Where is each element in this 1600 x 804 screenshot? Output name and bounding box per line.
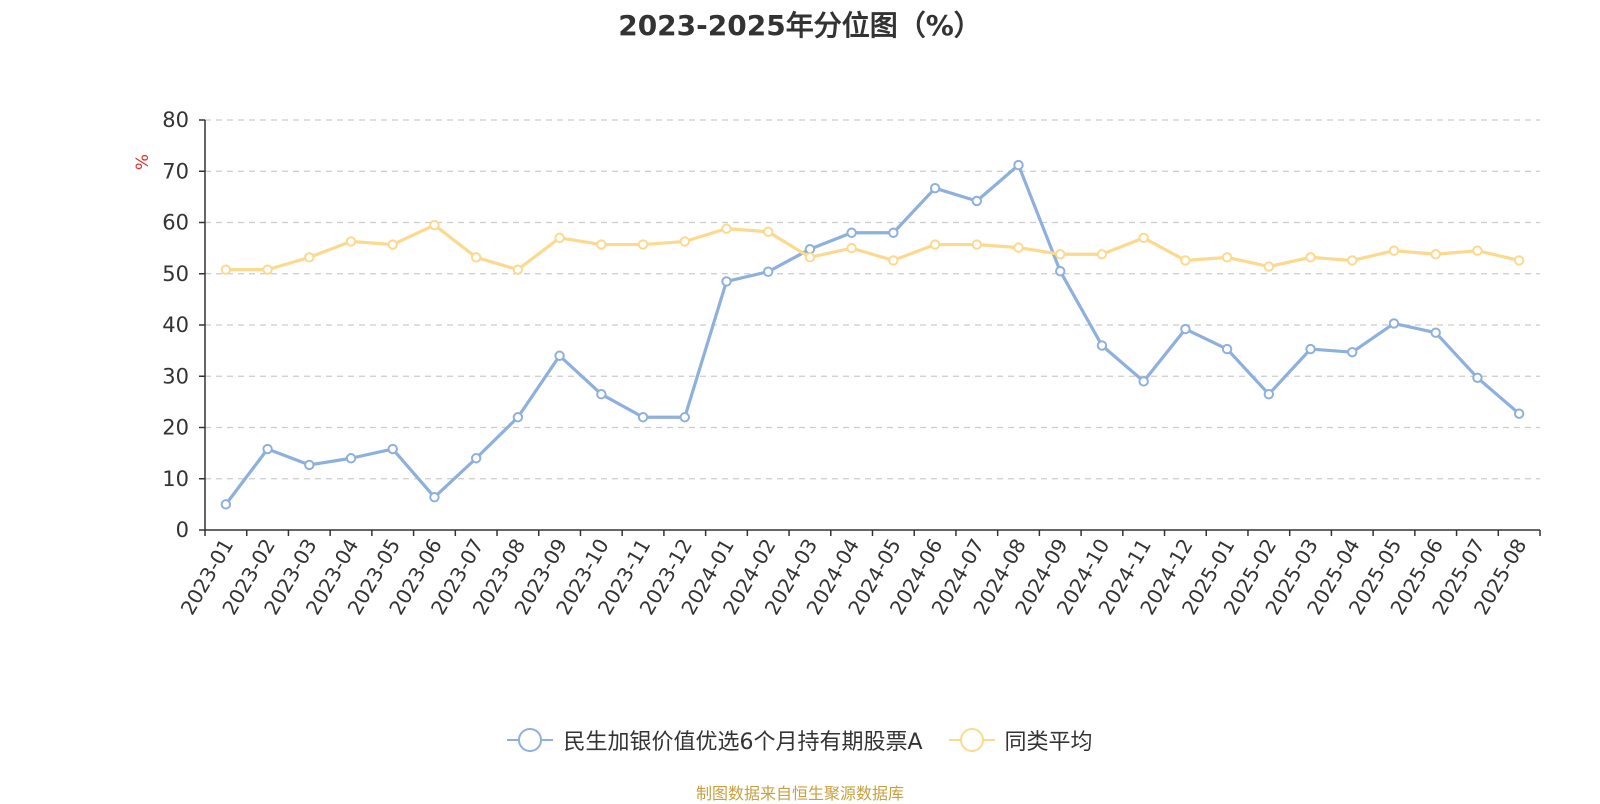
y-tick-label: 40 — [162, 313, 189, 337]
data-point-series-2 — [721, 223, 732, 234]
data-point-series-1 — [596, 388, 607, 400]
legend-item-series-1[interactable]: 民生加银价值优选6个月持有期股票A — [507, 724, 923, 756]
data-point-series-2 — [971, 239, 982, 250]
data-point-series-2 — [554, 232, 565, 244]
data-point-series-2 — [220, 264, 232, 275]
data-point-series-1 — [1430, 327, 1441, 338]
data-point-series-1 — [304, 459, 315, 471]
data-point-series-1 — [262, 443, 273, 455]
data-point-series-1 — [971, 195, 982, 207]
y-tick-label: 80 — [162, 108, 189, 132]
legend-label-series-1: 民生加银价值优选6个月持有期股票A — [563, 730, 923, 755]
data-point-series-1 — [929, 182, 941, 194]
y-tick-label: 30 — [162, 364, 189, 388]
data-point-series-1 — [1472, 372, 1483, 383]
data-point-series-2 — [429, 219, 440, 231]
data-point-series-1 — [387, 443, 398, 455]
y-tick-label: 60 — [162, 211, 189, 235]
data-point-series-2 — [679, 236, 690, 247]
data-point-series-1 — [470, 453, 482, 464]
data-point-series-2 — [1472, 245, 1483, 256]
data-point-series-1 — [1138, 376, 1149, 387]
data-point-series-2 — [888, 255, 899, 266]
data-point-series-1 — [1055, 265, 1066, 277]
data-point-series-1 — [1221, 343, 1233, 355]
data-point-series-2 — [1263, 261, 1275, 272]
data-point-series-1 — [1096, 340, 1108, 351]
data-point-series-2 — [387, 239, 398, 250]
data-point-series-2 — [1347, 255, 1358, 266]
data-point-series-1 — [1263, 388, 1275, 400]
data-point-series-2 — [637, 239, 649, 250]
data-point-series-1 — [679, 412, 690, 423]
data-point-series-1 — [1180, 323, 1191, 335]
chart-title: 2023-2025年分位图（%） — [618, 9, 982, 42]
data-point-series-2 — [846, 242, 857, 254]
axes: 01020304050607080%2023-012023-022023-032… — [133, 108, 1541, 619]
legend-marker-series-1 — [507, 728, 554, 752]
data-point-series-1 — [888, 227, 899, 238]
series — [220, 159, 1525, 510]
data-point-series-2 — [1096, 249, 1108, 260]
y-axis-label: % — [133, 154, 153, 170]
data-point-series-1 — [763, 266, 774, 277]
y-tick-label: 50 — [162, 262, 189, 286]
data-point-series-2 — [763, 226, 774, 237]
data-point-series-1 — [1513, 408, 1525, 419]
gridlines — [205, 119, 1540, 480]
data-point-series-2 — [1013, 242, 1024, 253]
series-line-2 — [224, 223, 1521, 272]
data-point-series-2 — [1430, 249, 1441, 260]
source-footer: 制图数据来自恒生聚源数据库 — [695, 784, 904, 803]
y-tick-label: 70 — [162, 159, 189, 183]
data-point-series-1 — [1305, 343, 1316, 355]
data-point-series-2 — [1055, 249, 1066, 260]
data-point-series-2 — [1388, 245, 1400, 256]
data-point-series-1 — [637, 412, 649, 423]
legend: 民生加银价值优选6个月持有期股票A 同类平均 — [0, 722, 1600, 758]
data-point-series-1 — [804, 243, 816, 255]
data-point-series-1 — [345, 453, 357, 464]
data-point-series-2 — [262, 264, 273, 275]
data-point-series-1 — [1388, 318, 1400, 329]
data-point-series-2 — [1221, 252, 1233, 263]
data-point-series-2 — [1180, 255, 1191, 266]
legend-item-series-2[interactable]: 同类平均 — [948, 724, 1093, 756]
data-point-series-1 — [1013, 159, 1024, 171]
data-point-series-1 — [429, 492, 440, 503]
data-point-series-2 — [470, 252, 482, 263]
series-line-1 — [224, 163, 1521, 506]
data-point-series-2 — [1513, 255, 1525, 266]
data-point-series-2 — [1305, 252, 1316, 263]
y-tick-label: 10 — [162, 467, 189, 491]
y-tick-label: 0 — [176, 518, 189, 542]
data-point-series-2 — [804, 252, 816, 263]
data-point-series-2 — [929, 239, 941, 250]
data-point-series-1 — [554, 350, 565, 361]
data-point-series-1 — [1347, 346, 1358, 358]
y-tick-label: 20 — [162, 416, 189, 440]
data-point-series-2 — [1138, 232, 1149, 244]
data-point-series-1 — [220, 499, 232, 510]
legend-marker-series-2 — [948, 728, 995, 752]
data-point-series-2 — [596, 239, 607, 250]
data-point-series-1 — [846, 227, 857, 238]
legend-label-series-2: 同类平均 — [1004, 730, 1093, 755]
data-point-series-1 — [721, 276, 732, 287]
data-point-series-2 — [304, 252, 315, 263]
data-point-series-2 — [345, 236, 357, 247]
data-point-series-1 — [512, 412, 524, 423]
data-point-series-2 — [512, 264, 524, 275]
